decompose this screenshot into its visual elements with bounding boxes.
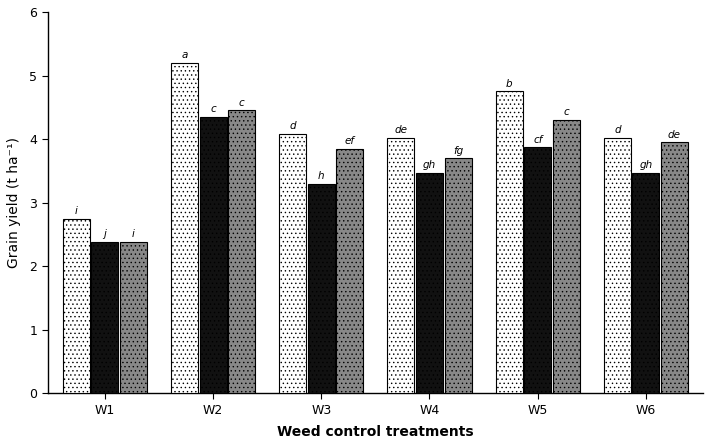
Bar <box>307 184 335 393</box>
Bar <box>553 120 580 393</box>
Bar <box>279 134 306 393</box>
Text: b: b <box>506 79 513 89</box>
Text: c: c <box>564 107 569 117</box>
Bar <box>120 242 147 393</box>
Text: j: j <box>104 230 106 240</box>
Text: d: d <box>290 121 296 132</box>
Bar <box>416 173 443 393</box>
Text: de: de <box>668 130 681 140</box>
Bar <box>633 173 660 393</box>
Bar <box>524 147 551 393</box>
X-axis label: Weed control treatments: Weed control treatments <box>277 425 474 439</box>
Text: c: c <box>210 104 216 114</box>
Text: ef: ef <box>345 136 355 146</box>
Text: h: h <box>318 171 324 181</box>
Bar <box>496 91 523 393</box>
Text: de: de <box>395 125 408 135</box>
Bar <box>444 158 471 393</box>
Bar <box>62 219 89 393</box>
Text: gh: gh <box>639 160 652 170</box>
Bar <box>337 149 364 393</box>
Bar <box>228 111 255 393</box>
Text: gh: gh <box>423 160 436 170</box>
Text: a: a <box>181 50 187 60</box>
Text: i: i <box>132 230 135 240</box>
Bar <box>661 142 688 393</box>
Bar <box>171 63 198 393</box>
Y-axis label: Grain yield (t ha⁻¹): Grain yield (t ha⁻¹) <box>7 137 21 268</box>
Text: i: i <box>75 206 77 216</box>
Bar <box>92 242 119 393</box>
Bar <box>200 117 226 393</box>
Text: d: d <box>614 125 621 135</box>
Bar <box>388 138 415 393</box>
Text: c: c <box>239 98 244 108</box>
Bar <box>604 138 631 393</box>
Text: fg: fg <box>453 145 463 156</box>
Text: cf: cf <box>533 135 542 145</box>
